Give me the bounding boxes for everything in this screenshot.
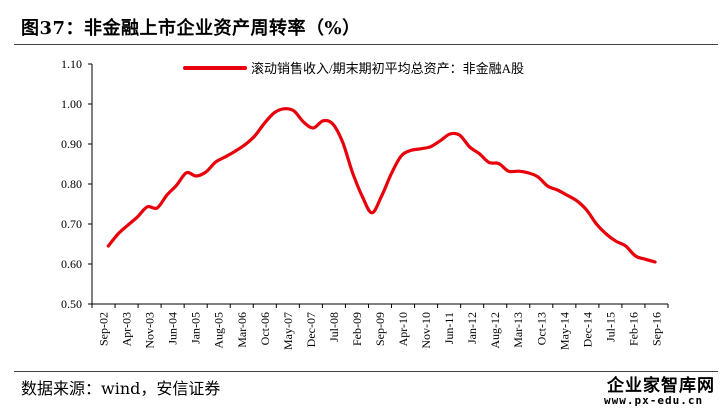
- title-divider: [14, 44, 718, 45]
- x-tick-label: Aug-05: [212, 312, 226, 349]
- x-tick-label: May-07: [281, 312, 295, 350]
- x-tick-label: Sep-02: [97, 312, 111, 346]
- x-tick-label: Dec-07: [304, 312, 318, 347]
- legend-label: 滚动销售收入/期末期初平均总资产：非金融A股: [251, 61, 524, 76]
- x-tick-label: Feb-16: [626, 312, 640, 346]
- x-tick-label: Jun-04: [166, 312, 180, 345]
- x-tick-label: Apr-10: [396, 312, 410, 346]
- y-tick-label: 0.80: [61, 177, 82, 191]
- x-tick-label: Oct-13: [534, 312, 548, 345]
- y-tick-label: 0.50: [61, 297, 82, 311]
- source-note: 数据来源：wind，安信证券: [21, 379, 221, 398]
- y-tick-label: 0.70: [61, 217, 82, 231]
- y-tick-label: 0.60: [61, 257, 82, 271]
- x-tick-label: Jan-05: [189, 312, 203, 344]
- x-tick-label: Aug-12: [488, 312, 502, 349]
- footer-divider: [14, 371, 718, 372]
- x-tick-label: Oct-06: [258, 312, 272, 345]
- y-tick-label: 1.10: [61, 57, 82, 71]
- legend: 滚动销售收入/期末期初平均总资产：非金融A股: [183, 61, 524, 76]
- x-tick-label: Dec-14: [580, 312, 594, 347]
- y-tick-label: 0.90: [61, 137, 82, 151]
- x-tick-label: Sep-09: [373, 312, 387, 346]
- x-tick-label: Jul-15: [603, 312, 617, 342]
- x-tick-label: Nov-03: [143, 312, 157, 349]
- x-tick-label: Jun-11: [442, 312, 456, 344]
- line-chart: 0.50 0.60 0.70 0.80 0.90 1.00 1.10 Sep-02 Apr-0…: [61, 57, 669, 350]
- x-tick-label: Apr-03: [120, 312, 134, 346]
- x-tick-label: Feb-09: [350, 312, 364, 346]
- x-tick-label: Nov-10: [419, 312, 433, 349]
- y-tick-label: 1.00: [61, 97, 82, 111]
- x-tick-label: Jan-12: [465, 312, 479, 344]
- x-tick-label: May-14: [557, 312, 571, 350]
- series-layer: [106, 107, 657, 264]
- series-line: [106, 107, 657, 264]
- y-axis: 0.50 0.60 0.70 0.80 0.90 1.00 1.10: [61, 57, 93, 311]
- x-tick-label: Mar-13: [511, 312, 525, 348]
- x-tick-label: Jul-08: [327, 312, 341, 342]
- watermark-name: 企业家智库网: [607, 376, 715, 396]
- watermark-url: www.px-edu.cn: [604, 394, 704, 407]
- page-title: 图37：非金融上市企业资产周转率（%）: [21, 18, 361, 39]
- x-axis: Sep-02 Apr-03 Nov-03 Jun-04 Jan-05 Aug-05 Mar-…: [91, 303, 669, 350]
- x-tick-label: Mar-06: [235, 312, 249, 348]
- x-tick-label: Sep-16: [649, 312, 663, 346]
